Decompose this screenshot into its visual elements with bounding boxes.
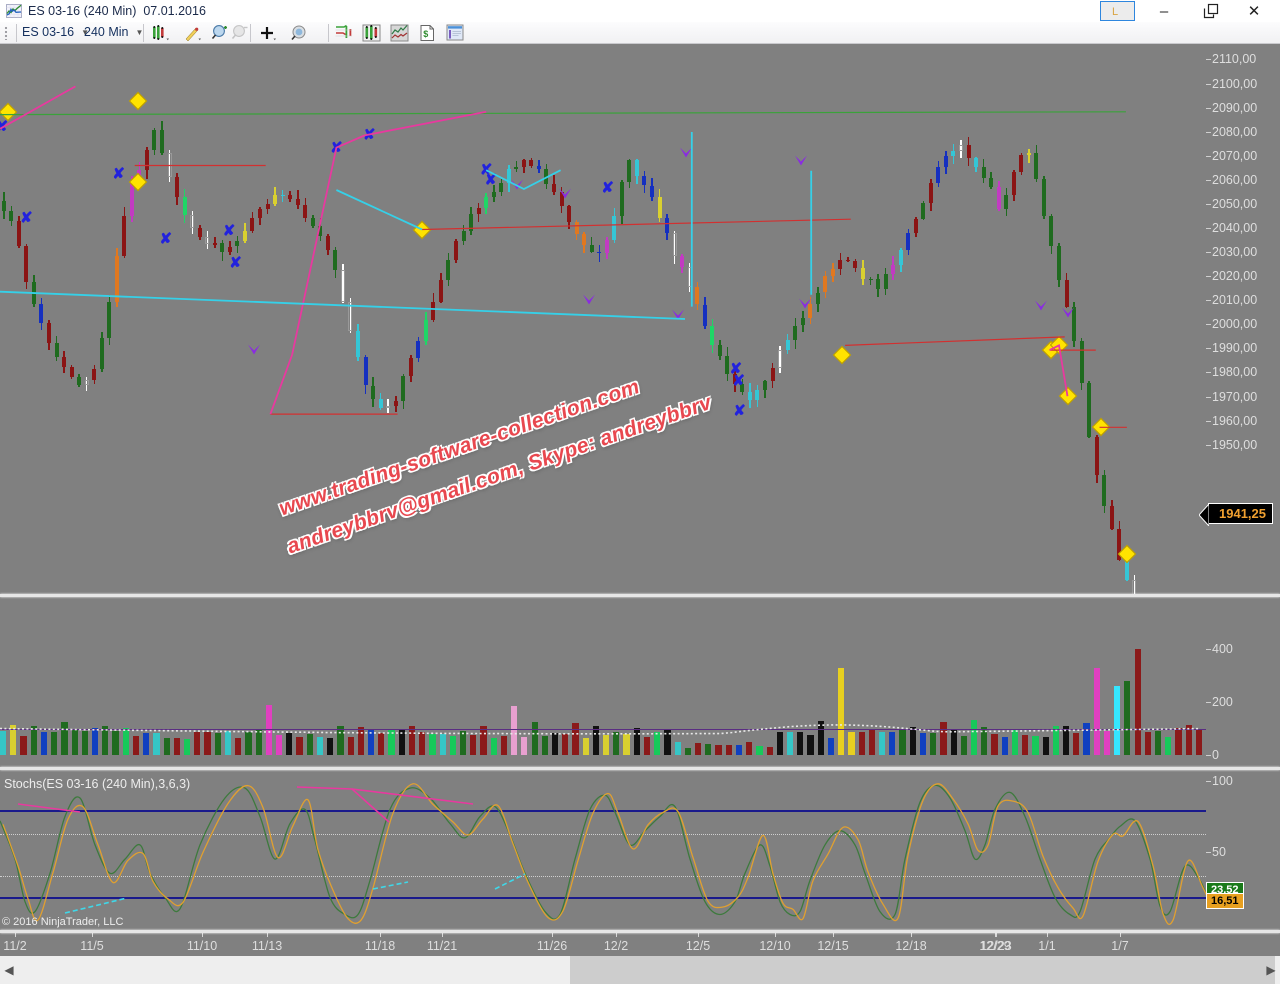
- svg-text:L: L: [1112, 6, 1118, 18]
- svg-text:$: $: [423, 29, 428, 39]
